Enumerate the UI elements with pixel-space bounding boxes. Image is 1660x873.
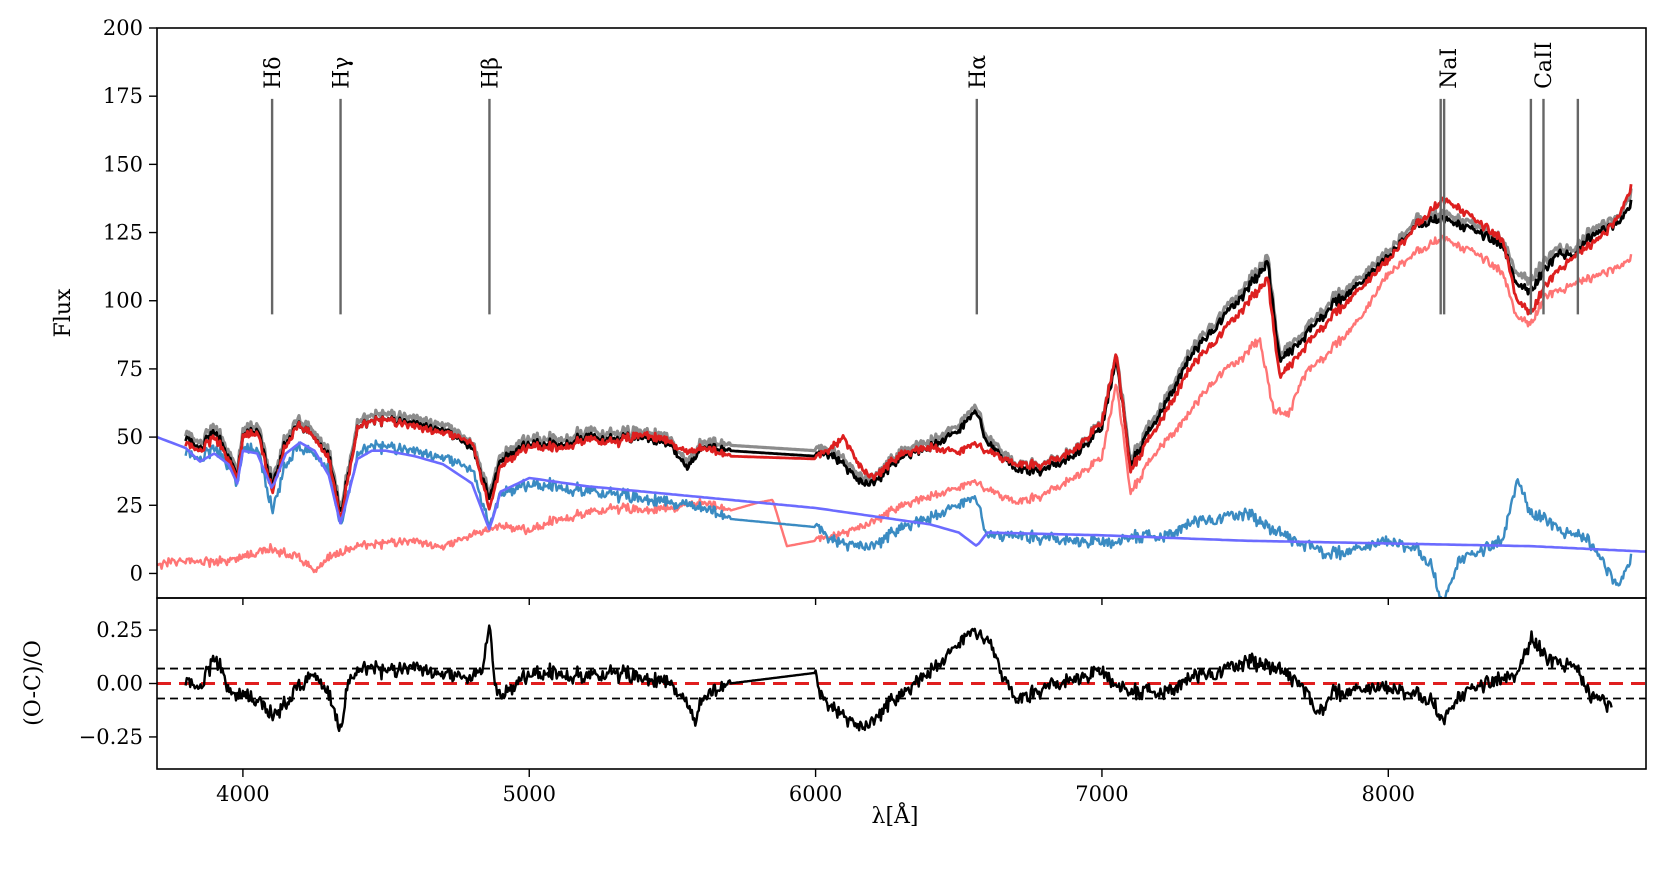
spectrum-y-axis-label: Flux	[51, 288, 76, 337]
y-tick-label: 125	[103, 221, 143, 245]
spectrum-plot-frame	[156, 27, 1647, 599]
residual-x-ticks: 4000 5000 6000 7000 8000	[216, 769, 1415, 806]
x-tick-label: 7000	[1075, 782, 1128, 806]
y-tick-label: −0.25	[79, 725, 143, 749]
hot-component-line	[184, 439, 1633, 598]
y-tick-label: 25	[116, 493, 143, 517]
y-tick-label: 75	[116, 357, 143, 381]
x-tick-label: 5000	[503, 782, 556, 806]
y-tick-label: 0.00	[96, 672, 143, 696]
model-continuum-line	[157, 435, 1646, 553]
y-tick-label: 100	[103, 289, 143, 313]
y-tick-label: 150	[103, 152, 143, 176]
residual-y-ticks: −0.25 0.00 0.25	[79, 618, 157, 749]
line-marker-group: Hδ Hγ Hβ Hα NaI CaII	[261, 42, 1580, 315]
line-marker-label: CaII	[1532, 42, 1557, 89]
residual-series-group	[184, 624, 1613, 733]
x-tick-label: 6000	[789, 782, 842, 806]
y-tick-label: 200	[103, 16, 143, 40]
line-marker-label: Hγ	[330, 57, 355, 89]
y-tick-label: 0	[130, 561, 143, 585]
residual-panel: −0.25 0.00 0.25 4000 5000 6000 7000 8000 (O-C)…	[21, 597, 1647, 829]
x-tick-label: 8000	[1362, 782, 1415, 806]
cool-component-line	[157, 234, 1633, 574]
line-marker-label: Hβ	[478, 57, 503, 89]
line-marker-label: Hδ	[261, 56, 286, 88]
spectrum-y-ticks: 0 25 50 75 100 125 150 175 200	[103, 16, 157, 585]
observed-line	[184, 199, 1633, 513]
spectrum-x-ticks	[242, 598, 1389, 605]
spectrum-panel: Hδ Hγ Hβ Hα NaI CaII 0 25 50 75 100 125 150 175 200 F…	[51, 16, 1647, 605]
line-marker-label: Hα	[966, 55, 991, 89]
residual-line	[184, 624, 1613, 733]
spectrum-series-group	[157, 184, 1646, 598]
x-axis-label: λ[Å]	[872, 801, 919, 829]
line-marker-label: NaI	[1437, 48, 1462, 89]
y-tick-label: 50	[116, 425, 143, 449]
x-tick-label: 4000	[216, 782, 269, 806]
residual-y-axis-label: (O-C)/O	[21, 640, 46, 726]
observed-envelope-line	[184, 188, 1633, 508]
y-tick-label: 175	[103, 84, 143, 108]
fit-line	[184, 184, 1633, 518]
residual-reference-lines	[157, 667, 1646, 700]
y-tick-label: 0.25	[96, 618, 143, 642]
